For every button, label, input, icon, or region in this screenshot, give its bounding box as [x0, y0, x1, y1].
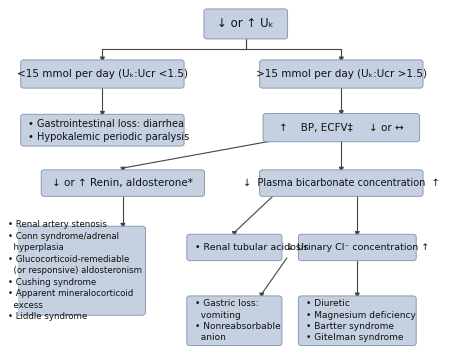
Text: ↓ or ↑ Renin, aldosterone*: ↓ or ↑ Renin, aldosterone* — [53, 178, 193, 188]
FancyBboxPatch shape — [0, 226, 146, 315]
Text: >15 mmol per day (Uₖ:Uᴄr >1.5): >15 mmol per day (Uₖ:Uᴄr >1.5) — [256, 69, 427, 79]
Text: • Gastrointestinal loss: diarrhea
• Hypokalemic periodic paralysis: • Gastrointestinal loss: diarrhea • Hypo… — [28, 119, 190, 141]
FancyBboxPatch shape — [187, 234, 282, 261]
FancyBboxPatch shape — [298, 296, 416, 346]
FancyBboxPatch shape — [260, 170, 423, 196]
Text: • Gastric loss:
  vomiting
• Nonreabsorbable
  anion: • Gastric loss: vomiting • Nonreabsorbab… — [194, 299, 280, 342]
Text: • Renal tubular acidosis: • Renal tubular acidosis — [194, 243, 308, 252]
Text: • Diuretic
• Magnesium deficiency
• Bartter syndrome
• Gitelman syndrome: • Diuretic • Magnesium deficiency • Bart… — [306, 299, 416, 342]
Text: ↓  Plasma bicarbonate concentration  ↑: ↓ Plasma bicarbonate concentration ↑ — [243, 178, 440, 188]
FancyBboxPatch shape — [298, 234, 416, 261]
Text: ↓ or ↑ Uₖ: ↓ or ↑ Uₖ — [218, 18, 274, 31]
FancyBboxPatch shape — [204, 9, 288, 39]
FancyBboxPatch shape — [260, 60, 423, 88]
FancyBboxPatch shape — [21, 114, 184, 146]
FancyBboxPatch shape — [187, 296, 282, 346]
Text: ↓ Urinary Cl⁻ concentration ↑: ↓ Urinary Cl⁻ concentration ↑ — [286, 243, 429, 252]
FancyBboxPatch shape — [263, 113, 419, 142]
Text: <15 mmol per day (Uₖ:Uᴄr <1.5): <15 mmol per day (Uₖ:Uᴄr <1.5) — [17, 69, 188, 79]
Text: ↑    BP, ECFV‡     ↓ or ↔: ↑ BP, ECFV‡ ↓ or ↔ — [279, 123, 404, 132]
FancyBboxPatch shape — [21, 60, 184, 88]
Text: • Renal artery stenosis
• Conn syndrome/adrenal
  hyperplasia
• Glucocorticoid-r: • Renal artery stenosis • Conn syndrome/… — [8, 220, 142, 321]
FancyBboxPatch shape — [41, 170, 205, 196]
